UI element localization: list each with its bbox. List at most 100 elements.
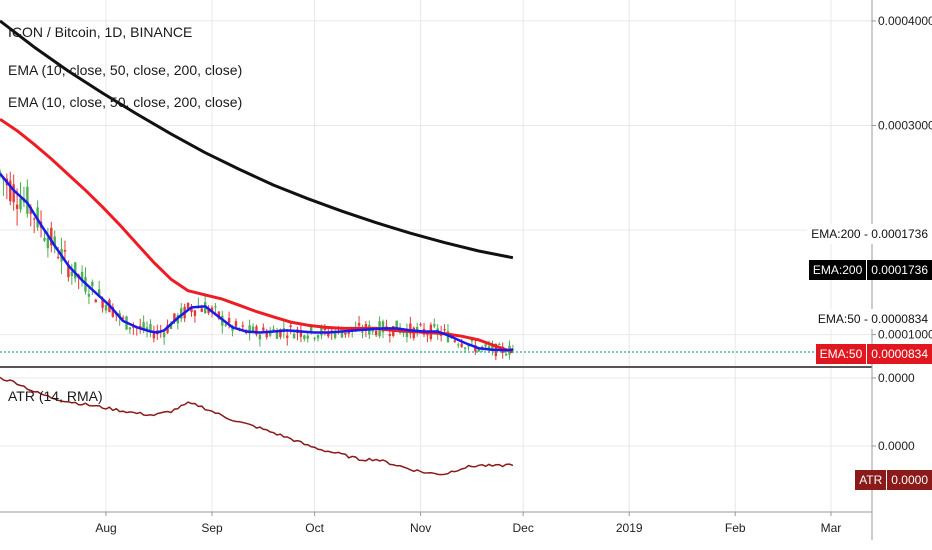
candle-body xyxy=(374,330,378,336)
candle-body xyxy=(111,307,115,317)
candle-body xyxy=(227,317,231,323)
candle-body xyxy=(511,349,515,351)
time-tick-label: Oct xyxy=(305,521,324,535)
candle-body xyxy=(200,308,203,312)
candle-body xyxy=(97,289,101,296)
candle-body xyxy=(193,310,197,316)
candle-body xyxy=(480,346,484,348)
candle-body xyxy=(142,322,145,331)
candle-body xyxy=(303,335,306,340)
candle-body xyxy=(87,293,91,297)
ema50-box-label: EMA:50 xyxy=(815,344,867,364)
candle-body xyxy=(275,331,279,339)
candle-body xyxy=(299,330,303,337)
candle-body xyxy=(162,332,166,338)
price-tick-label: 0.0003000 xyxy=(878,118,932,132)
candle-body xyxy=(313,337,316,339)
candle-body xyxy=(214,306,217,308)
candle-body xyxy=(279,329,282,338)
candle-body xyxy=(470,339,474,342)
candle-body xyxy=(433,324,436,327)
candle-body xyxy=(173,313,176,321)
candle-body xyxy=(265,332,268,338)
candle-body xyxy=(327,333,330,337)
ema-line-ema200 xyxy=(0,19,514,260)
candle-body xyxy=(248,325,251,334)
atr-tick-label: 0.0000 xyxy=(878,371,915,385)
candle-body xyxy=(419,324,422,326)
candle-body xyxy=(463,347,467,349)
indicator-lines xyxy=(0,19,872,354)
candle-body xyxy=(344,332,347,335)
candle-body xyxy=(217,311,221,319)
candle-body xyxy=(251,326,255,333)
atr-legend: ATR (14, RMA) xyxy=(8,388,103,404)
candle-body xyxy=(361,331,364,333)
candle-body xyxy=(128,327,132,330)
candle-body xyxy=(409,323,412,334)
candle-body xyxy=(46,237,50,249)
time-tick-label: Mar xyxy=(821,521,842,535)
candle-body xyxy=(316,335,320,339)
candle-body xyxy=(415,327,419,331)
candle-body xyxy=(255,326,258,335)
candle-body xyxy=(152,332,156,339)
price-tick-label: 0.0004000 xyxy=(878,14,932,28)
candle-body xyxy=(268,331,272,336)
candle-body xyxy=(333,332,337,338)
candle-body xyxy=(286,335,289,339)
candle-body xyxy=(32,218,36,220)
candle-body xyxy=(498,344,501,346)
atr-line xyxy=(0,376,514,476)
candle-body xyxy=(169,323,173,330)
candle-body xyxy=(381,321,385,333)
candle-body xyxy=(53,236,56,248)
ema50-box-value: 0.0000834 xyxy=(866,344,932,364)
ema200-tag-plain: EMA:200 - 0.0001736 xyxy=(807,224,932,244)
time-tick-label: Aug xyxy=(95,521,116,535)
candle-body xyxy=(453,340,457,342)
time-tick-label: Feb xyxy=(725,521,746,535)
ema-legend-1: EMA (10, close, 50, close, 200, close) xyxy=(8,62,243,78)
candle-body xyxy=(70,271,74,277)
candle-body xyxy=(484,344,487,347)
candle-body xyxy=(504,353,508,356)
ema50-tag-box: EMA:50 0.0000834 xyxy=(815,344,932,364)
candle-body xyxy=(190,307,193,313)
candle-body xyxy=(388,334,392,336)
ema200-tag-box: EMA:200 0.0001736 xyxy=(808,260,932,280)
candle-body xyxy=(258,334,262,340)
candle-body xyxy=(292,333,296,339)
candle-body xyxy=(477,348,480,352)
candle-body xyxy=(443,329,446,331)
candle-body xyxy=(9,180,12,202)
candle-body xyxy=(487,346,491,349)
candle-body xyxy=(121,317,125,319)
ema200-box-value: 0.0001736 xyxy=(866,260,932,280)
atr-tag-box: ATR 0.0000 xyxy=(855,470,932,490)
candle-body xyxy=(405,328,409,338)
candle-body xyxy=(56,256,60,258)
atr-tick-label: 0.0000 xyxy=(878,439,915,453)
candle-body xyxy=(262,327,265,331)
candle-body xyxy=(132,326,135,328)
candle-body xyxy=(306,335,309,339)
atr-box-label: ATR xyxy=(855,470,887,490)
candle-body xyxy=(180,308,183,319)
ema50-tag-plain: EMA:50 - 0.0000834 xyxy=(813,309,932,329)
ema-line-ema50 xyxy=(0,117,514,354)
candle-body xyxy=(357,323,361,326)
candle-body xyxy=(104,304,108,311)
candle-body xyxy=(426,333,429,336)
candle-body xyxy=(101,299,104,308)
price-tick-label: 0.0001000 xyxy=(878,328,932,342)
candle-body xyxy=(272,329,275,331)
time-tick-label: 2019 xyxy=(616,521,643,535)
candle-body xyxy=(12,184,15,203)
candle-body xyxy=(0,171,2,174)
ema-legend-2: EMA (10, close, 50, close, 200, close) xyxy=(8,94,243,110)
atr-pane xyxy=(0,376,514,476)
candle-body xyxy=(19,198,22,210)
